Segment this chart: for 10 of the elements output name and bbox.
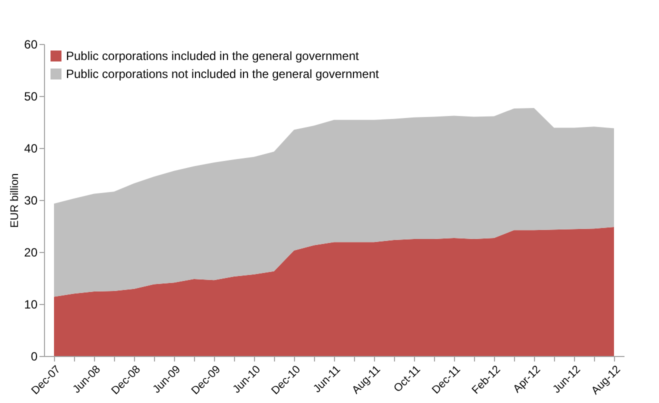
y-axis-title: EUR billion <box>9 173 22 228</box>
y-tick-label: 60 <box>24 38 38 52</box>
y-tick-label: 20 <box>24 246 38 260</box>
y-tick-label: 30 <box>24 194 38 208</box>
y-tick-label: 40 <box>24 142 38 156</box>
legend-label: Public corporations included in the general government <box>66 49 360 63</box>
y-tick-label: 10 <box>24 298 38 312</box>
y-tick-label: 0 <box>30 350 38 364</box>
y-tick-label: 50 <box>24 90 38 104</box>
legend-label: Public corporations not included in the general government <box>66 67 380 81</box>
